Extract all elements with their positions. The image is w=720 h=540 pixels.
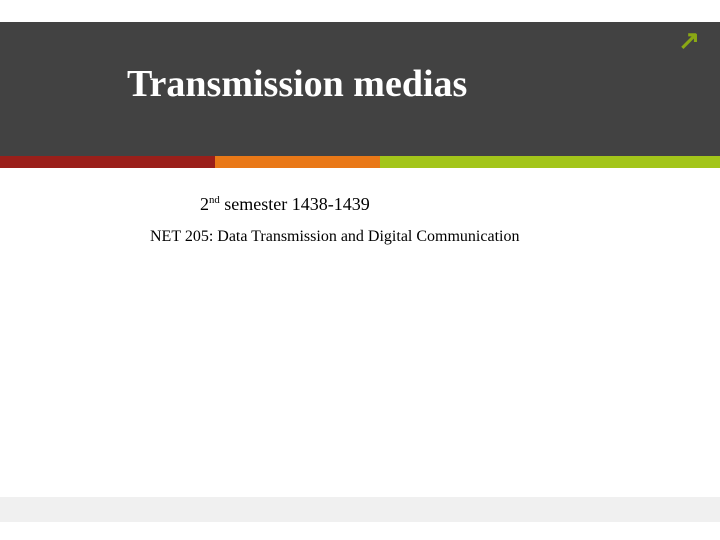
accent-segment [380, 156, 720, 168]
subtitle: 2nd semester 1438-1439 [200, 194, 370, 215]
accent-bar [0, 156, 720, 168]
slide: Transmission medias ↗ 2nd semester 1438-… [0, 0, 720, 540]
slide-title: Transmission medias [127, 62, 467, 106]
accent-segment [215, 156, 380, 168]
subtitle-ordinal: nd [209, 194, 220, 206]
subtitle-rest: semester 1438-1439 [220, 194, 370, 214]
footer-band [0, 497, 720, 522]
accent-segment [0, 156, 215, 168]
course-line: NET 205: Data Transmission and Digital C… [150, 228, 519, 246]
arrow-up-right-icon: ↗ [678, 26, 700, 56]
subtitle-prefix: 2 [200, 194, 209, 214]
